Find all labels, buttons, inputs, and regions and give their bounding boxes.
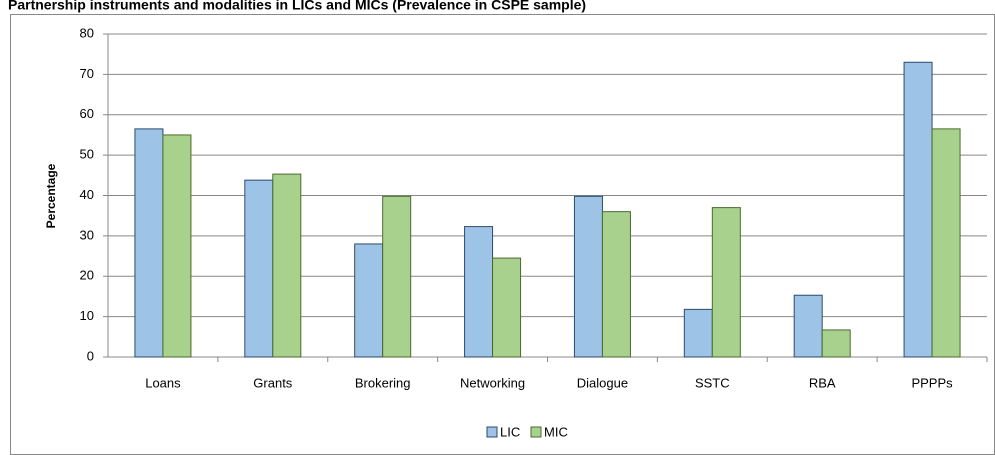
bar	[711, 207, 741, 358]
bar	[162, 134, 192, 358]
y-tick-label: 30	[80, 227, 94, 242]
x-tick-label: SSTC	[695, 375, 730, 390]
x-tick-label: RBA	[809, 375, 836, 390]
bar	[793, 294, 823, 358]
y-tick-label: 40	[80, 187, 94, 202]
legend-swatch	[530, 426, 542, 438]
legend-swatch	[486, 426, 498, 438]
y-tick-label: 10	[80, 308, 94, 323]
x-tick-label: Brokering	[355, 375, 411, 390]
legend-label: MIC	[544, 424, 568, 439]
bar	[601, 211, 631, 358]
chart-title: Partnership instruments and modalities i…	[8, 0, 586, 13]
y-tick-label: 20	[80, 268, 94, 283]
bar	[573, 195, 603, 358]
bar	[382, 195, 412, 358]
y-tick-label: 70	[80, 66, 94, 81]
x-tick-label: Grants	[253, 375, 293, 390]
bar	[272, 173, 302, 358]
bar	[464, 226, 494, 358]
legend-label: LIC	[500, 424, 520, 439]
y-tick-label: 60	[80, 106, 94, 121]
y-tick-label: 50	[80, 147, 94, 162]
bar	[244, 179, 274, 358]
bar	[903, 61, 933, 358]
y-axis-label: Percentage	[44, 163, 58, 228]
bar	[931, 128, 961, 358]
x-tick-label: Networking	[460, 375, 525, 390]
y-tick-label: 0	[87, 348, 94, 363]
bar	[821, 329, 851, 358]
y-tick-label: 80	[80, 25, 94, 40]
x-tick-label: Loans	[145, 375, 181, 390]
bar	[683, 308, 713, 358]
x-tick-label: Dialogue	[577, 375, 628, 390]
bar	[492, 257, 522, 358]
x-tick-label: PPPPs	[911, 375, 953, 390]
bar	[134, 128, 164, 358]
bar	[354, 243, 384, 358]
